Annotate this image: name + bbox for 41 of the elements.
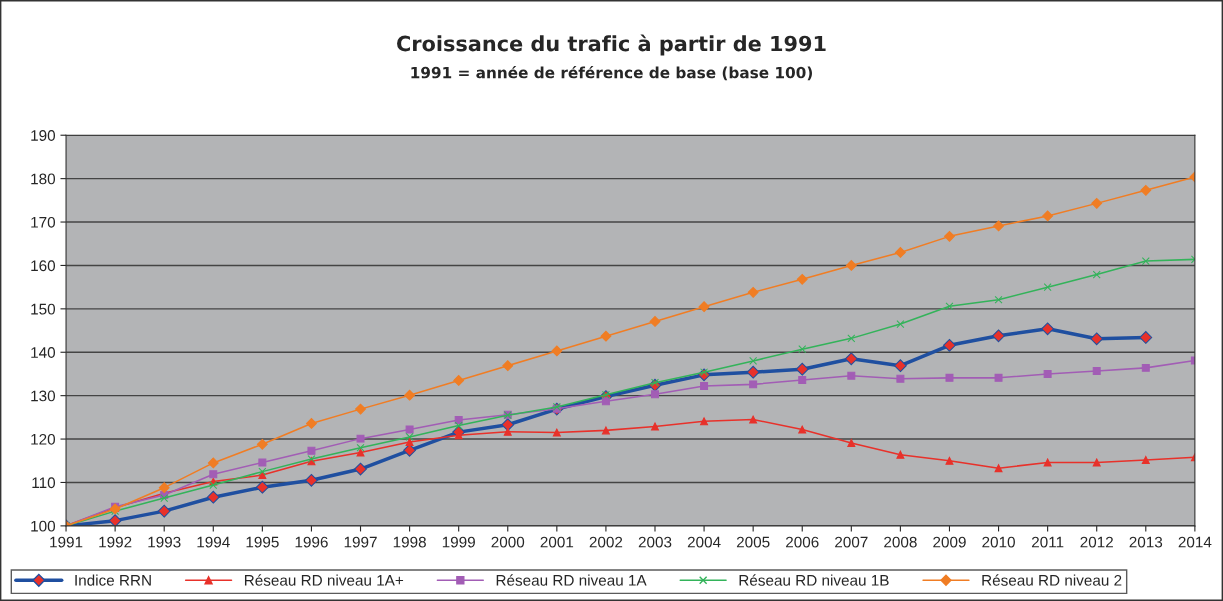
legend-label: Réseau RD niveau 2 (982, 574, 1122, 586)
x-tick-label: 1997 (344, 536, 377, 548)
x-tick-label: 2009 (933, 536, 966, 548)
y-tick-label: 170 (31, 216, 56, 228)
y-tick-label: 150 (31, 303, 56, 315)
y-tick-label: 110 (32, 477, 56, 489)
x-tick-label: 2003 (638, 536, 672, 548)
legend-label: Réseau RD niveau 1A (496, 574, 647, 586)
y-tick-label: 190 (31, 130, 56, 141)
x-tick-label: 2000 (491, 536, 525, 548)
y-tick-label: 100 (31, 520, 56, 532)
y-tick-label: 120 (31, 433, 56, 445)
chart-subtitle: 1991 = année de référence de base (base 100) (411, 65, 812, 81)
x-tick-label: 1994 (197, 536, 230, 548)
x-tick-label: 2005 (736, 536, 770, 548)
x-tick-label: 1991 (50, 536, 83, 548)
x-tick-label: 2001 (540, 536, 574, 548)
x-tick-label: 2008 (884, 536, 917, 548)
x-tick-label: 1993 (148, 536, 181, 548)
x-tick-label: 2014 (1178, 536, 1212, 548)
x-tick-label: 2013 (1129, 536, 1163, 548)
legend-label: Réseau RD niveau 1B (739, 574, 889, 586)
y-tick-label: 180 (31, 173, 56, 185)
y-tick-label: 160 (31, 260, 56, 272)
x-tick-label: 2004 (687, 536, 721, 548)
x-tick-label: 1996 (295, 536, 328, 548)
legend-label: Réseau RD niveau 1A+ (244, 574, 404, 586)
y-tick-label: 130 (31, 390, 56, 402)
x-tick-label: 2011 (1031, 536, 1064, 548)
x-tick-label: 2010 (982, 536, 1015, 548)
x-tick-label: 1995 (246, 536, 279, 548)
x-tick-label: 2002 (589, 536, 623, 548)
x-tick-label: 2007 (835, 536, 868, 548)
x-tick-label: 1998 (393, 536, 426, 548)
x-tick-label: 1999 (442, 536, 475, 548)
x-tick-label: 2012 (1080, 536, 1113, 548)
x-tick-label: 2006 (786, 536, 819, 548)
y-tick-label: 140 (31, 347, 56, 358)
chart-title: Croissance du trafic à partir de 1991 (397, 34, 826, 56)
legend-label: Indice RRN (75, 574, 151, 586)
x-tick-label: 1992 (99, 536, 132, 548)
